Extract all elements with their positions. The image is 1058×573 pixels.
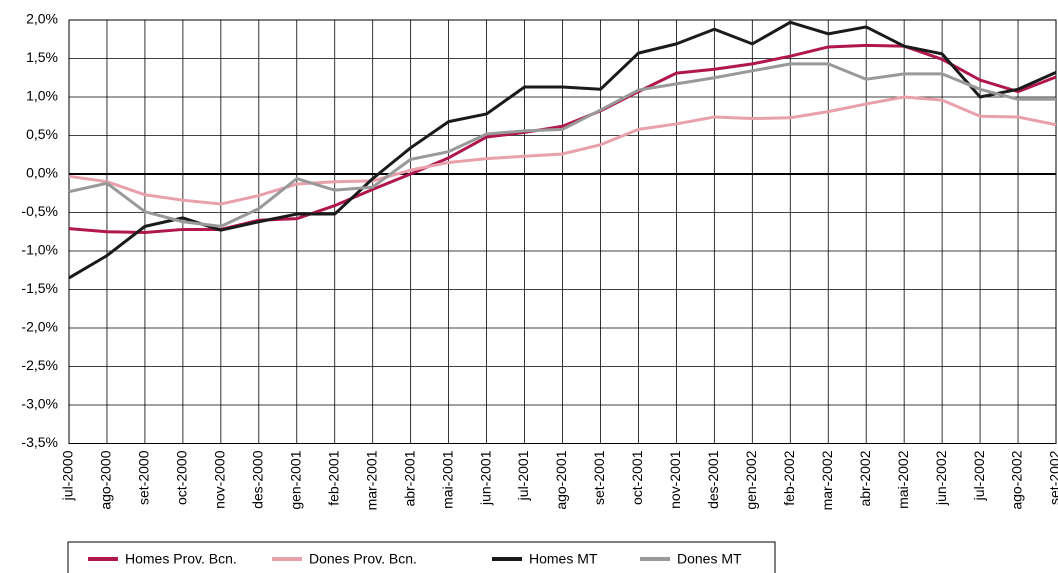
y-tick-label: 2,0% (26, 11, 58, 27)
x-tick-label: mar-2001 (363, 450, 379, 510)
y-tick-label: 0,0% (26, 165, 58, 181)
legend: Homes Prov. Bcn. Dones Prov. Bcn. Homes MT… (67, 541, 776, 573)
x-tick-label: set-2002 (1047, 450, 1058, 505)
x-tick-label: oct-2001 (629, 450, 645, 505)
x-tick-label: jul-2001 (515, 450, 531, 501)
x-tick-label: gen-2002 (743, 450, 759, 509)
x-tick-label: abr-2001 (401, 450, 417, 506)
x-tick-label: mai-2002 (895, 450, 911, 509)
x-tick-label: set-2001 (591, 450, 607, 505)
y-tick-label: -3,5% (21, 434, 58, 450)
x-tick-label: feb-2002 (781, 450, 797, 505)
y-tick-label: -0,5% (21, 203, 58, 219)
legend-label: Homes Prov. Bcn. (125, 551, 237, 567)
x-tick-label: jul-2000 (60, 450, 76, 501)
series-line (68, 95, 1057, 206)
x-tick-label: des-2001 (705, 450, 721, 509)
x-tick-label: nov-2000 (212, 450, 228, 509)
y-tick-label: 1,0% (26, 88, 58, 104)
y-tick-label: 1,5% (26, 49, 58, 65)
x-tick-label: des-2000 (250, 450, 266, 509)
legend-label: Dones Prov. Bcn. (309, 551, 417, 567)
y-tick-label: -2,5% (21, 357, 58, 373)
x-tick-label: jun-2001 (477, 450, 493, 506)
x-tick-label: set-2000 (136, 450, 152, 505)
x-tick-label: ago-2000 (98, 450, 114, 509)
series-line (68, 20, 1057, 280)
series-line (68, 62, 1056, 228)
x-tick-label: ago-2001 (553, 450, 569, 509)
x-tick-label: jul-2002 (971, 450, 987, 501)
y-tick-label: -2,0% (21, 319, 58, 335)
x-tick-label: oct-2000 (174, 450, 190, 505)
x-tick-label: feb-2001 (325, 450, 341, 505)
legend-label: Homes MT (529, 551, 598, 567)
y-tick-label: -3,0% (21, 396, 58, 412)
x-tick-label: ago-2002 (1009, 450, 1025, 509)
x-tick-label: mar-2002 (819, 450, 835, 510)
x-tick-label: abr-2002 (857, 450, 873, 506)
x-tick-label: mai-2001 (439, 450, 455, 509)
legend-label: Dones MT (677, 551, 742, 567)
x-tick-label: jun-2002 (933, 450, 949, 506)
y-tick-label: -1,5% (21, 280, 58, 296)
x-tick-label: gen-2001 (287, 450, 303, 509)
x-tick-label: nov-2001 (667, 450, 683, 509)
y-tick-label: 0,5% (26, 126, 58, 142)
y-tick-label: -1,0% (21, 242, 58, 258)
